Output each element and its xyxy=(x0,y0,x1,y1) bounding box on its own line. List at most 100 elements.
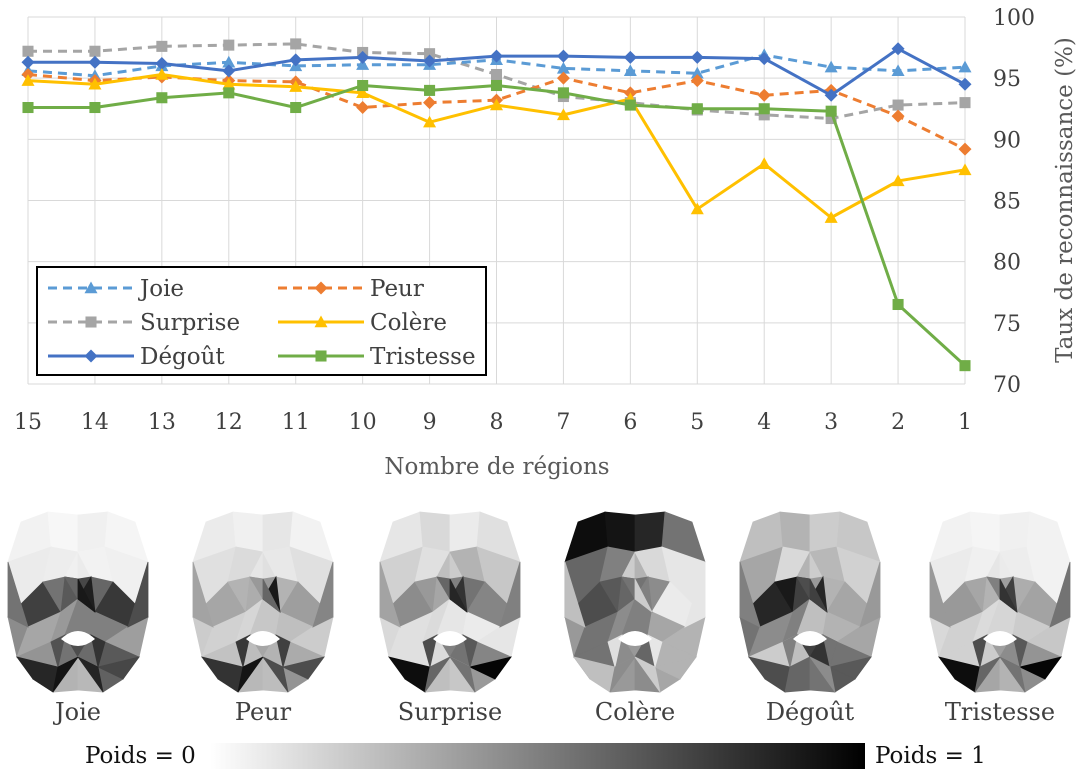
face-region xyxy=(974,656,1001,693)
legend-item: Surprise xyxy=(48,310,240,336)
data-point xyxy=(891,64,905,77)
y-tick-labels: 70 75 80 85 90 95 100 xyxy=(993,6,1035,398)
legend-item: Dégoût xyxy=(48,344,225,370)
face-region xyxy=(419,511,451,553)
face-region xyxy=(809,656,836,693)
x-axis-label: Nombre de régions xyxy=(384,454,609,480)
y-tick-label: 85 xyxy=(993,190,1021,215)
face-region xyxy=(462,634,478,668)
face-region xyxy=(634,656,661,693)
face-tristesse: Tristesse xyxy=(929,511,1071,726)
face-region xyxy=(281,656,325,680)
face-region xyxy=(607,634,623,668)
y-tick-label: 90 xyxy=(993,128,1021,153)
face-region xyxy=(634,511,666,553)
y-axis-label: Taux de reconnaissance (%) xyxy=(1052,37,1078,363)
data-point xyxy=(958,77,972,91)
data-point xyxy=(289,53,303,67)
data-point xyxy=(624,99,636,111)
legend-item: Colère xyxy=(278,310,447,336)
data-point xyxy=(824,60,838,73)
face-region xyxy=(929,561,951,628)
data-point xyxy=(556,61,570,74)
data-point xyxy=(959,97,971,109)
face-region xyxy=(684,561,706,628)
face-region xyxy=(647,634,663,668)
face-region xyxy=(127,561,149,628)
face-region xyxy=(822,634,838,668)
data-point xyxy=(155,56,169,70)
legend-label: Joie xyxy=(138,276,184,302)
face-region xyxy=(999,656,1026,693)
face-region xyxy=(609,656,636,693)
data-point xyxy=(156,40,168,52)
legend-marker xyxy=(315,350,327,362)
series-dégoût xyxy=(21,42,972,102)
face-dégoût: Dégoût xyxy=(739,511,881,726)
data-point xyxy=(357,79,369,92)
data-point xyxy=(89,102,101,114)
data-point xyxy=(757,52,771,66)
face-region xyxy=(468,656,512,680)
face-region xyxy=(235,634,251,668)
face-region xyxy=(999,578,1018,613)
data-point xyxy=(424,48,436,60)
data-point xyxy=(424,84,436,96)
y-tick-label: 95 xyxy=(993,67,1021,92)
y-tick-label: 80 xyxy=(993,251,1021,276)
y-tick-label: 75 xyxy=(993,312,1021,337)
colorbar: Poids = 0 Poids = 1 xyxy=(85,743,986,769)
legend-item: Peur xyxy=(278,276,424,302)
legend-marker xyxy=(314,315,328,328)
data-point xyxy=(690,66,704,79)
data-point xyxy=(423,115,437,128)
mouth-hole xyxy=(618,631,652,646)
face-region xyxy=(52,656,79,693)
face-region xyxy=(50,634,66,668)
data-point xyxy=(623,50,637,64)
data-point xyxy=(289,80,303,92)
face-region xyxy=(604,511,636,553)
face-label: Joie xyxy=(52,698,101,726)
data-point xyxy=(290,102,302,114)
data-point xyxy=(757,157,771,169)
face-region xyxy=(449,578,468,613)
face-label: Colère xyxy=(595,698,675,726)
x-tick-label: 5 xyxy=(690,410,704,435)
face-region xyxy=(96,656,140,680)
face-region xyxy=(77,656,104,693)
x-tick-label: 6 xyxy=(623,410,637,435)
face-region xyxy=(784,656,811,693)
face-region xyxy=(972,634,988,668)
data-point xyxy=(222,55,236,68)
data-point xyxy=(490,79,503,92)
data-point xyxy=(691,103,703,115)
face-region xyxy=(1012,634,1028,668)
face-region xyxy=(424,656,451,693)
data-point xyxy=(757,88,771,102)
face-peur: Peur xyxy=(192,511,334,726)
legend-label: Surprise xyxy=(140,310,240,336)
face-label: Dégoût xyxy=(766,698,855,726)
face-colère: Colère xyxy=(564,511,706,726)
legend-marker xyxy=(84,349,98,363)
face-region xyxy=(312,561,334,628)
face-surprise: Surprise xyxy=(379,511,521,726)
face-region xyxy=(232,511,264,553)
x-tick-label: 11 xyxy=(282,410,310,435)
data-point xyxy=(155,67,169,80)
face-region xyxy=(782,634,798,668)
face-region xyxy=(779,511,811,553)
face-label: Surprise xyxy=(398,698,502,726)
x-tick-label: 10 xyxy=(349,410,377,435)
x-tick-label: 9 xyxy=(423,410,437,435)
mouth-hole xyxy=(433,631,467,646)
data-point xyxy=(891,174,905,187)
data-point xyxy=(423,96,437,110)
face-region xyxy=(809,511,841,553)
x-tick-label: 2 xyxy=(891,410,905,435)
face-region xyxy=(262,656,289,693)
data-point xyxy=(891,109,905,123)
face-region xyxy=(77,578,96,613)
